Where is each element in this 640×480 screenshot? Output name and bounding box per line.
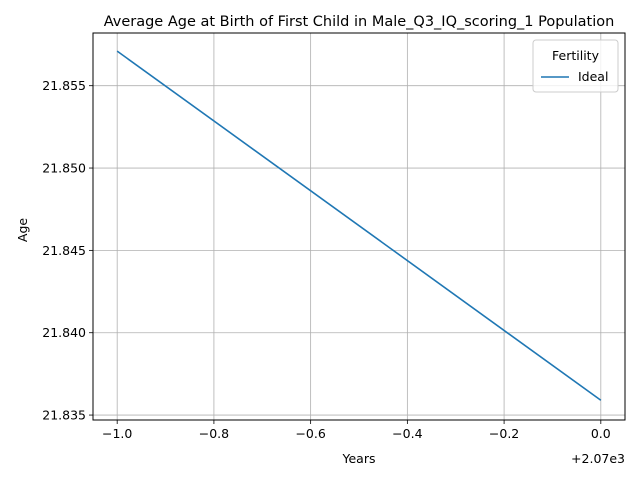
x-axis: −1.0 −0.8 −0.6 −0.4 −0.2 0.0 — [102, 420, 611, 441]
x-tick-label: −0.2 — [489, 426, 519, 441]
x-tick-label: −0.8 — [199, 426, 229, 441]
x-tick-label: 0.0 — [591, 426, 611, 441]
series-line-ideal — [116, 50, 602, 401]
y-tick-label: 21.835 — [42, 408, 86, 423]
legend-box — [532, 39, 619, 93]
y-tick-label: 21.855 — [42, 78, 86, 93]
y-tick-label: 21.850 — [42, 161, 86, 176]
x-axis-offset-label: +2.07e3 — [571, 451, 625, 466]
x-tick-label: −1.0 — [102, 426, 132, 441]
y-tick-label: 21.840 — [42, 325, 86, 340]
legend-title: Fertility — [552, 48, 600, 63]
plot-area-frame — [92, 32, 626, 421]
legend: Fertility Ideal — [532, 39, 619, 93]
y-axis-label: Age — [15, 218, 30, 242]
series-layer — [116, 50, 602, 401]
x-axis-label: Years — [342, 451, 376, 466]
legend-label-ideal: Ideal — [578, 69, 608, 84]
x-tick-label: −0.6 — [295, 426, 325, 441]
y-axis: 21.835 21.840 21.845 21.850 21.855 — [42, 78, 93, 423]
chart-title: Average Age at Birth of First Child in M… — [104, 14, 615, 30]
x-tick-label: −0.4 — [392, 426, 422, 441]
y-tick-label: 21.845 — [42, 243, 86, 258]
